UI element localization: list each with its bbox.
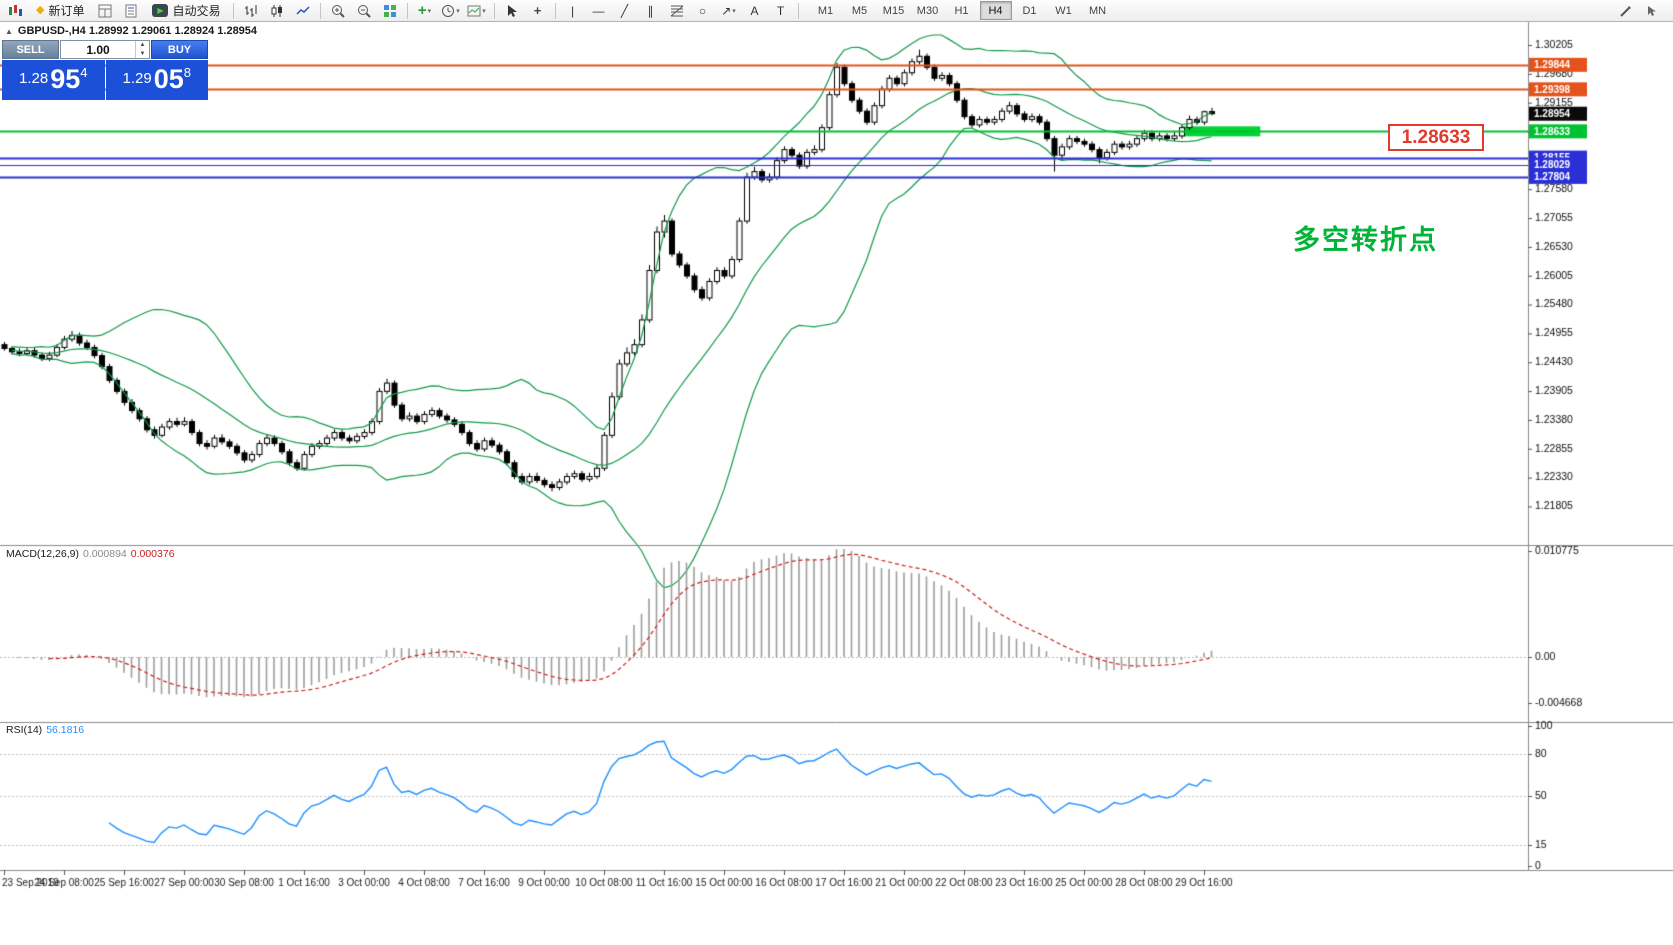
caret-down-icon: ▾ bbox=[732, 7, 736, 15]
chart-annotation-text[interactable]: 多空转折点 bbox=[1293, 225, 1438, 255]
timeframe-d1[interactable]: D1 bbox=[1022, 4, 1037, 17]
data-window-icon[interactable] bbox=[119, 1, 143, 21]
toolbar-right-icons bbox=[1613, 1, 1665, 21]
timeframe-mn[interactable]: MN bbox=[1088, 4, 1107, 17]
equidistant-channel-icon[interactable]: ∥ bbox=[647, 3, 654, 18]
text-label-icon[interactable]: T bbox=[776, 3, 785, 18]
price-callout[interactable]: 1.28633 bbox=[1388, 124, 1484, 151]
chart-title-row: ▲ GBPUSD-,H4 1.28992 1.29061 1.28924 1.2… bbox=[5, 25, 257, 37]
line-chart-icon[interactable] bbox=[291, 1, 315, 21]
sell-price-panel[interactable]: 1.28 95 4 bbox=[2, 60, 105, 100]
zoom-out-icon[interactable] bbox=[352, 1, 376, 21]
periods-icon[interactable]: ▾ bbox=[439, 1, 463, 21]
volume-field[interactable]: 1.00 ▲ ▼ bbox=[60, 40, 150, 59]
new-chart-icon[interactable] bbox=[3, 1, 27, 21]
chart-title: GBPUSD-,H4 1.28992 1.29061 1.28924 1.289… bbox=[17, 25, 258, 37]
rsi-value: 56.1816 bbox=[46, 724, 85, 736]
sell-price-head: 1.28 bbox=[19, 70, 49, 87]
crosshair-icon[interactable]: + bbox=[533, 3, 542, 18]
toolbar-separator bbox=[319, 2, 321, 19]
new-order-icon: ◆ bbox=[36, 4, 45, 16]
volume-decrease-button[interactable]: ▼ bbox=[139, 50, 146, 57]
trendline-icon[interactable]: ╱ bbox=[620, 3, 629, 18]
volume-value: 1.00 bbox=[86, 42, 110, 57]
fibonacci-icon[interactable] bbox=[665, 1, 689, 21]
rsi-label: RSI(14) 56.1816 bbox=[6, 724, 84, 736]
toolbar-separator bbox=[797, 2, 799, 19]
toolbar: ◆ 新订单 ▶ 自动交易 + ▾ ▾ ▾ + | — ╱ ∥ ○ ↗ ▾ A T M… bbox=[0, 0, 1673, 22]
horizontal-line-icon[interactable]: — bbox=[592, 3, 605, 18]
candlestick-chart-icon[interactable] bbox=[265, 1, 289, 21]
sell-price-big: 95 bbox=[50, 64, 81, 94]
zoom-in-icon[interactable] bbox=[326, 1, 350, 21]
market-watch-icon[interactable] bbox=[93, 1, 117, 21]
rsi-name: RSI(14) bbox=[6, 724, 43, 736]
new-order-button[interactable]: ◆ 新订单 bbox=[29, 2, 91, 20]
one-click-trading-panel: SELL 1.00 ▲ ▼ BUY 1.28 95 4 1.29 05 8 bbox=[2, 40, 208, 100]
macd-label: MACD(12,26,9) 0.000894 0.000376 bbox=[6, 548, 175, 560]
bar-chart-icon[interactable] bbox=[239, 1, 263, 21]
buy-price-head: 1.29 bbox=[122, 70, 152, 87]
indicators-icon[interactable]: + ▾ bbox=[417, 2, 432, 19]
price-chart[interactable] bbox=[0, 22, 1673, 945]
caret-down-icon: ▾ bbox=[427, 7, 432, 15]
templates-icon[interactable]: ▾ bbox=[465, 1, 489, 21]
caret-down-icon: ▾ bbox=[456, 7, 460, 15]
timeframe-m1[interactable]: M1 bbox=[817, 4, 834, 17]
timeframe-m15[interactable]: M15 bbox=[882, 4, 905, 17]
collapse-panel-icon[interactable]: ▲ bbox=[5, 26, 13, 36]
buy-price-panel[interactable]: 1.29 05 8 bbox=[105, 60, 208, 100]
vertical-line-icon[interactable]: | bbox=[570, 3, 575, 18]
text-icon[interactable]: A bbox=[750, 3, 759, 18]
toolbar-separator bbox=[493, 2, 495, 19]
pencil-icon[interactable] bbox=[1614, 1, 1638, 21]
tile-windows-icon[interactable] bbox=[378, 1, 402, 21]
autotrading-icon: ▶ bbox=[152, 4, 169, 17]
macd-name: MACD(12,26,9) bbox=[6, 548, 79, 560]
timeframe-h1[interactable]: H1 bbox=[954, 4, 969, 17]
sell-price-pip: 4 bbox=[80, 65, 88, 80]
cursor-icon[interactable] bbox=[500, 1, 524, 21]
timeframe-m30[interactable]: M30 bbox=[916, 4, 939, 17]
timeframe-w1[interactable]: W1 bbox=[1055, 4, 1072, 17]
timeframe-h4[interactable]: H4 bbox=[979, 1, 1012, 20]
caret-down-icon: ▾ bbox=[482, 7, 486, 15]
autotrading-label: 自动交易 bbox=[172, 4, 221, 18]
autotrading-button[interactable]: ▶ 自动交易 bbox=[145, 2, 227, 20]
shapes-icon[interactable]: ○ bbox=[698, 3, 707, 18]
buy-price-big: 05 bbox=[153, 64, 184, 94]
arrows-icon[interactable]: ↗ ▾ bbox=[721, 3, 736, 18]
timeframe-toolbar: M1 M5 M15 M30 H1 H4 D1 W1 MN bbox=[809, 1, 1115, 20]
pointer-icon[interactable] bbox=[1640, 1, 1664, 21]
toolbar-separator bbox=[406, 2, 408, 19]
macd-signal-value: 0.000376 bbox=[130, 548, 175, 560]
toolbar-separator bbox=[554, 2, 556, 19]
volume-increase-button[interactable]: ▲ bbox=[139, 42, 146, 49]
macd-main-value: 0.000894 bbox=[82, 548, 127, 560]
buy-price-pip: 8 bbox=[183, 65, 191, 80]
toolbar-separator bbox=[232, 2, 234, 19]
buy-button[interactable]: BUY bbox=[151, 40, 208, 59]
new-order-label: 新订单 bbox=[48, 4, 85, 18]
timeframe-m5[interactable]: M5 bbox=[851, 4, 868, 17]
sell-button[interactable]: SELL bbox=[2, 40, 59, 59]
